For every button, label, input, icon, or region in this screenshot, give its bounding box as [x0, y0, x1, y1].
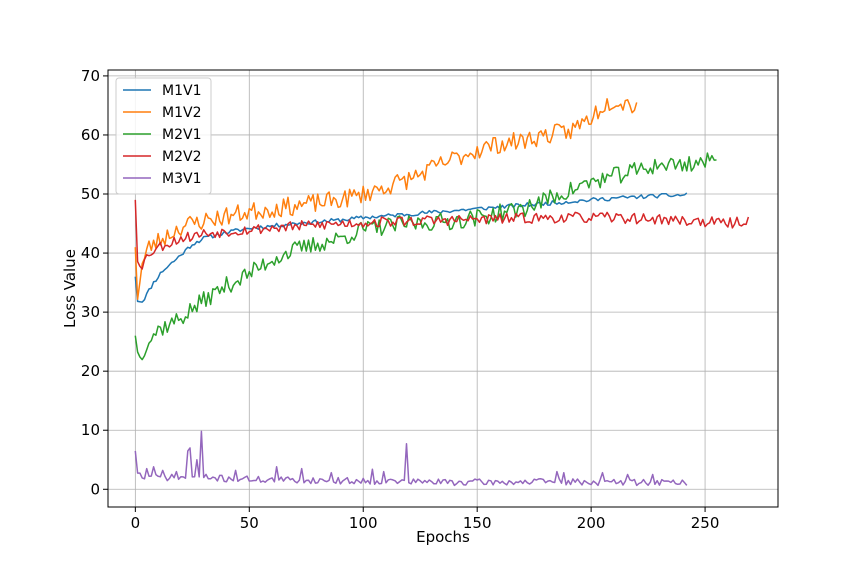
legend: M1V1 M1V2 M2V1 M2V2 M3V1 — [115, 77, 212, 195]
x-axis-title: Epochs — [416, 528, 470, 546]
x-tick-label: 50 — [240, 514, 259, 532]
y-tick-label: 20 — [81, 362, 100, 380]
series-lines — [134, 98, 750, 487]
series-line-m2v2 — [134, 199, 750, 270]
y-tick-label: 50 — [81, 185, 100, 203]
y-tick-label: 40 — [81, 244, 100, 262]
legend-label: M1V2 — [162, 105, 201, 121]
y-axis-title: Loss Value — [61, 249, 79, 328]
y-tick-label: 0 — [90, 480, 100, 498]
y-tick-label: 30 — [81, 303, 100, 321]
x-tick-label: 0 — [131, 514, 141, 532]
plot-frame — [107, 69, 779, 508]
y-tick-label: 70 — [81, 67, 100, 85]
legend-label: M3V1 — [162, 171, 201, 187]
legend-label: M1V1 — [162, 83, 201, 99]
x-tick-label: 100 — [349, 514, 378, 532]
series-line-m1v1 — [134, 192, 688, 303]
x-tick-label: 250 — [691, 514, 720, 532]
y-tick-label: 10 — [81, 421, 100, 439]
x-tick-label: 200 — [577, 514, 606, 532]
grid — [108, 70, 778, 507]
series-line-m3v1 — [134, 430, 688, 487]
series-line-m1v2 — [134, 98, 638, 300]
legend-label: M2V1 — [162, 127, 201, 143]
series-line-m2v1 — [134, 152, 717, 361]
y-tick-label: 60 — [81, 126, 100, 144]
axis-ticks: 0 50 100 150 200 250 0 10 20 30 40 50 60 70 — [81, 67, 719, 532]
legend-label: M2V2 — [162, 149, 201, 165]
legend-box — [115, 77, 212, 195]
x-tick-label: 150 — [463, 514, 492, 532]
